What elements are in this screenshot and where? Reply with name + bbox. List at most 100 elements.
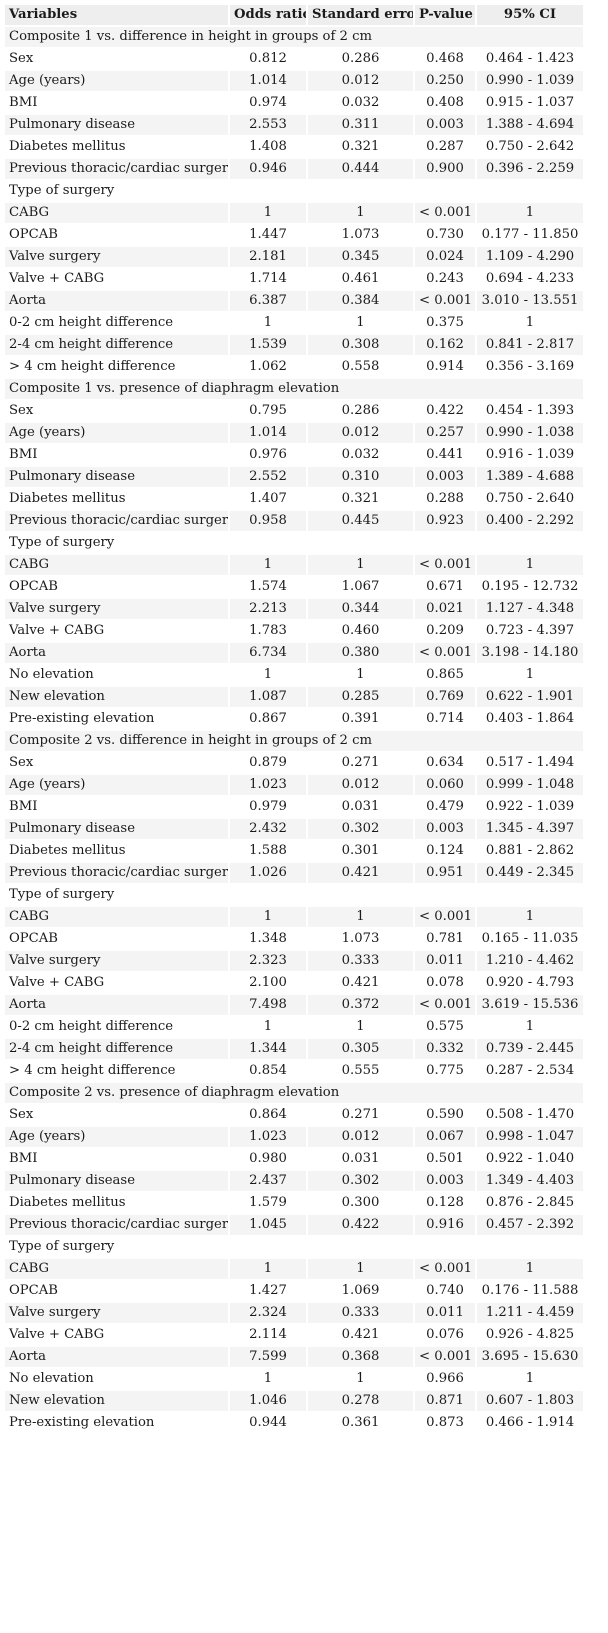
- table-row: Type of surgery: [5, 533, 583, 553]
- standard-error-cell: 0.032: [308, 93, 413, 113]
- ci-cell: 0.517 - 1.494: [477, 753, 583, 773]
- p-value-cell: 0.865: [415, 665, 475, 685]
- standard-error-cell: 1: [308, 907, 413, 927]
- section-title: Composite 2 vs. presence of diaphragm el…: [5, 1083, 583, 1103]
- p-value-cell: 0.243: [415, 269, 475, 289]
- odds-ratio-cell: 1.014: [230, 423, 306, 443]
- header-95-ci: 95% CI: [477, 5, 583, 25]
- table-row: Age (years) 1.023 0.012 0.060 0.999 - 1.048: [5, 775, 583, 795]
- standard-error-cell: [308, 885, 413, 905]
- odds-ratio-cell: 0.944: [230, 1413, 306, 1433]
- odds-ratio-cell: 1.062: [230, 357, 306, 377]
- table-row: > 4 cm height difference 1.062 0.558 0.914 0…: [5, 357, 583, 377]
- odds-ratio-cell: 1.407: [230, 489, 306, 509]
- p-value-cell: 0.024: [415, 247, 475, 267]
- table-row: Previous thoracic/cardiac surgery 0.958 0.…: [5, 511, 583, 531]
- p-value-cell: 0.634: [415, 753, 475, 773]
- variable-cell: BMI: [5, 93, 228, 113]
- standard-error-cell: 0.391: [308, 709, 413, 729]
- ci-cell: 0.750 - 2.642: [477, 137, 583, 157]
- table-row: New elevation 1.046 0.278 0.871 0.607 - 1.80…: [5, 1391, 583, 1411]
- odds-ratio-cell: 1.023: [230, 775, 306, 795]
- standard-error-cell: 0.372: [308, 995, 413, 1015]
- p-value-cell: 0.966: [415, 1369, 475, 1389]
- ci-cell: 1: [477, 1259, 583, 1279]
- variable-cell: OPCAB: [5, 1281, 228, 1301]
- variable-cell: OPCAB: [5, 929, 228, 949]
- ci-cell: 0.177 - 11.850: [477, 225, 583, 245]
- p-value-cell: 0.287: [415, 137, 475, 157]
- variable-cell: Valve + CABG: [5, 1325, 228, 1345]
- standard-error-cell: 1.069: [308, 1281, 413, 1301]
- variable-cell: Diabetes mellitus: [5, 841, 228, 861]
- standard-error-cell: 0.421: [308, 1325, 413, 1345]
- standard-error-cell: 0.305: [308, 1039, 413, 1059]
- standard-error-cell: 0.444: [308, 159, 413, 179]
- table-row: Type of surgery: [5, 181, 583, 201]
- table-row: 2-4 cm height difference 1.539 0.308 0.162 0…: [5, 335, 583, 355]
- variable-cell: > 4 cm height difference: [5, 357, 228, 377]
- variable-cell: Previous thoracic/cardiac surgery: [5, 863, 228, 883]
- variable-cell: Previous thoracic/cardiac surgery: [5, 159, 228, 179]
- table-row: Diabetes mellitus 1.579 0.300 0.128 0.876 - …: [5, 1193, 583, 1213]
- variable-cell: Type of surgery: [5, 533, 228, 553]
- p-value-cell: [415, 1237, 475, 1257]
- p-value-cell: 0.060: [415, 775, 475, 795]
- ci-cell: 0.356 - 3.169: [477, 357, 583, 377]
- p-value-cell: < 0.001: [415, 555, 475, 575]
- p-value-cell: 0.128: [415, 1193, 475, 1213]
- ci-cell: 1.349 - 4.403: [477, 1171, 583, 1191]
- odds-ratio-cell: 2.181: [230, 247, 306, 267]
- table-row: Pulmonary disease 2.553 0.311 0.003 1.388 - …: [5, 115, 583, 135]
- odds-ratio-cell: 1.574: [230, 577, 306, 597]
- table-row: CABG 1 1 < 0.001 1: [5, 907, 583, 927]
- table-row: New elevation 1.087 0.285 0.769 0.622 - 1.90…: [5, 687, 583, 707]
- p-value-cell: 0.590: [415, 1105, 475, 1125]
- variable-cell: No elevation: [5, 1369, 228, 1389]
- ci-cell: 0.195 - 12.732: [477, 577, 583, 597]
- p-value-cell: 0.003: [415, 115, 475, 135]
- ci-cell: 1: [477, 313, 583, 333]
- table-row: OPCAB 1.348 1.073 0.781 0.165 - 11.035: [5, 929, 583, 949]
- variable-cell: Valve surgery: [5, 951, 228, 971]
- ci-cell: 0.750 - 2.640: [477, 489, 583, 509]
- p-value-cell: 0.775: [415, 1061, 475, 1081]
- ci-cell: [477, 1237, 583, 1257]
- ci-cell: 1.388 - 4.694: [477, 115, 583, 135]
- odds-ratio-cell: 1: [230, 313, 306, 333]
- p-value-cell: 0.288: [415, 489, 475, 509]
- ci-cell: 1.211 - 4.459: [477, 1303, 583, 1323]
- table-row: No elevation 1 1 0.966 1: [5, 1369, 583, 1389]
- variable-cell: BMI: [5, 445, 228, 465]
- table-row: Valve + CABG 1.783 0.460 0.209 0.723 - 4.397: [5, 621, 583, 641]
- odds-ratio-cell: 2.323: [230, 951, 306, 971]
- p-value-cell: 0.067: [415, 1127, 475, 1147]
- p-value-cell: 0.003: [415, 819, 475, 839]
- variable-cell: Valve surgery: [5, 1303, 228, 1323]
- standard-error-cell: 1: [308, 1017, 413, 1037]
- ci-cell: 0.739 - 2.445: [477, 1039, 583, 1059]
- odds-ratio-cell: 1.427: [230, 1281, 306, 1301]
- ci-cell: 0.922 - 1.039: [477, 797, 583, 817]
- variable-cell: Aorta: [5, 643, 228, 663]
- ci-cell: 3.010 - 13.551: [477, 291, 583, 311]
- ci-cell: 0.508 - 1.470: [477, 1105, 583, 1125]
- ci-cell: 0.920 - 4.793: [477, 973, 583, 993]
- p-value-cell: 0.781: [415, 929, 475, 949]
- p-value-cell: 0.468: [415, 49, 475, 69]
- variable-cell: Valve + CABG: [5, 269, 228, 289]
- p-value-cell: < 0.001: [415, 291, 475, 311]
- table-row: Aorta 7.599 0.368 < 0.001 3.695 - 15.630: [5, 1347, 583, 1367]
- variable-cell: BMI: [5, 797, 228, 817]
- ci-cell: 0.287 - 2.534: [477, 1061, 583, 1081]
- table-row: Diabetes mellitus 1.588 0.301 0.124 0.881 - …: [5, 841, 583, 861]
- ci-cell: 1: [477, 555, 583, 575]
- standard-error-cell: 0.344: [308, 599, 413, 619]
- ci-cell: 0.165 - 11.035: [477, 929, 583, 949]
- p-value-cell: 0.951: [415, 863, 475, 883]
- p-value-cell: < 0.001: [415, 1347, 475, 1367]
- table-row: Pulmonary disease 2.552 0.310 0.003 1.389 - …: [5, 467, 583, 487]
- odds-ratio-cell: 1: [230, 203, 306, 223]
- variable-cell: CABG: [5, 555, 228, 575]
- variable-cell: Sex: [5, 753, 228, 773]
